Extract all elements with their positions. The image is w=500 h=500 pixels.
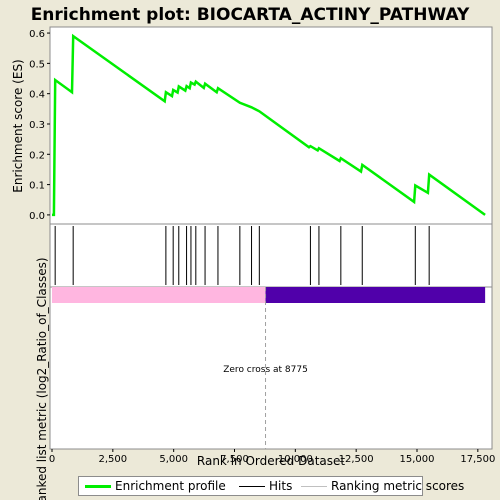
zero-cross-label: Zero cross at 8775 — [223, 365, 308, 375]
y-tick-label: 0.6 — [29, 29, 45, 40]
legend-swatch-metric — [301, 486, 327, 487]
y-tick-label: 0.0 — [29, 211, 45, 222]
metric-panel — [49, 286, 493, 450]
chart-title: Enrichment plot: BIOCARTA_ACTINY_PATHWAY — [31, 5, 470, 25]
x-axis-label: Rank in Ordered Dataset — [197, 454, 345, 468]
ranking-metric-bands — [52, 287, 486, 303]
x-tick-label: 15,000 — [400, 454, 435, 465]
legend-label-profile: Enrichment profile — [115, 479, 226, 493]
x-tick-label: 5,000 — [159, 454, 188, 465]
legend-swatch-hits — [239, 486, 265, 487]
x-tick-label: 17,500 — [460, 454, 495, 465]
legend-item-hits: Hits — [239, 479, 292, 493]
hit-markers — [54, 226, 430, 285]
x-axis: 0 2,500 5,000 7,500 10,000 12,500 15,000 17,500 — [49, 449, 495, 465]
enrichment-profile-line — [52, 33, 486, 217]
y-axis-label-bottom: Ranked list metric (log2_Ratio_of_Classe… — [35, 257, 49, 500]
metric-band-1 — [265, 287, 486, 303]
x-tick-label: 10,000 — [278, 454, 313, 465]
legend: Enrichment profile Hits Ranking metric s… — [78, 476, 464, 496]
y-tick-label: 0.2 — [29, 150, 45, 161]
legend-label-hits: Hits — [269, 479, 293, 493]
es-panel — [49, 26, 493, 225]
metric-band-0 — [52, 287, 266, 303]
y-tick-label: 0.1 — [29, 181, 45, 192]
x-tick-label: 0 — [49, 454, 55, 465]
legend-label-metric: Ranking metric scores — [331, 479, 465, 493]
legend-swatch-profile — [85, 485, 111, 488]
y-tick-label: 0.5 — [29, 59, 45, 70]
x-tick-label: 12,500 — [339, 454, 374, 465]
legend-item-profile: Enrichment profile — [85, 479, 226, 493]
y-tick-label: 0.3 — [29, 120, 45, 131]
legend-item-metric: Ranking metric scores — [301, 479, 464, 493]
y-axis-label-top: Enrichment score (ES) — [11, 59, 25, 192]
y-axis: 0.0 0.1 0.2 0.3 0.4 0.5 0.6 — [29, 29, 50, 222]
y-tick-label: 0.4 — [29, 90, 45, 101]
x-tick-label: 7,500 — [220, 454, 249, 465]
x-tick-label: 2,500 — [99, 454, 128, 465]
hits-panel — [49, 223, 493, 288]
